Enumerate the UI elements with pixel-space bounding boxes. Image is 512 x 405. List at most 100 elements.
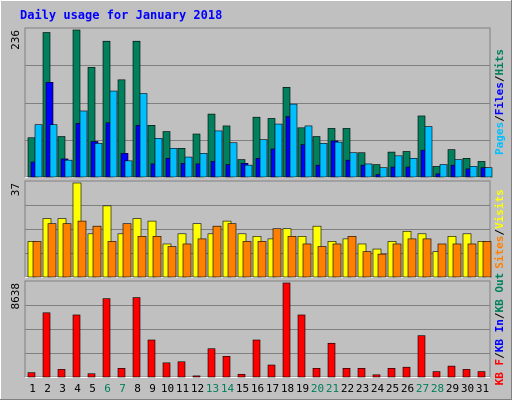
legend-entry: Visits	[493, 189, 506, 229]
bar-kbytes-day-6	[102, 298, 111, 378]
panel-hits: 236	[9, 27, 493, 178]
x-tick-label: 1	[29, 382, 36, 395]
bar-pages-day-8	[139, 93, 148, 178]
bar-pages-day-29	[454, 159, 463, 178]
x-tick-label: 5	[89, 382, 96, 395]
bar-kbytes-day-30	[462, 369, 471, 378]
bar-sites-day-7	[122, 223, 132, 278]
legend-entry: /	[493, 229, 506, 236]
x-tick-label: 10	[161, 382, 174, 395]
bar-kbytes-day-7	[117, 367, 126, 378]
bar-sites-day-28	[437, 243, 447, 278]
bar-sites-day-31	[482, 241, 492, 278]
legend-hits: Pages/Files/Hits	[493, 49, 506, 155]
x-tick-label: 17	[266, 382, 279, 395]
bar-sites-day-25	[392, 243, 402, 278]
x-tick-label: 6	[104, 382, 111, 395]
bar-sites-day-19	[302, 243, 312, 278]
bar-kbytes-day-5	[87, 373, 96, 378]
legend-entry: /	[493, 75, 506, 82]
x-tick-label: 19	[296, 382, 309, 395]
bar-kbytes-day-9	[147, 339, 156, 378]
bar-sites-day-20	[317, 246, 327, 278]
bar-pages-day-21	[334, 141, 343, 178]
bar-pages-day-24	[379, 167, 388, 178]
bar-sites-day-13	[212, 225, 222, 278]
legend-entry: KB Out	[493, 273, 506, 313]
bar-pages-day-23	[364, 163, 373, 178]
bar-pages-day-26	[409, 158, 418, 178]
bar-kbytes-day-28	[432, 371, 441, 378]
x-tick-label: 9	[149, 382, 156, 395]
bar-pages-day-20	[319, 143, 328, 178]
bar-pages-day-3	[64, 159, 73, 178]
bar-sites-day-22	[347, 236, 357, 278]
bar-pages-day-17	[274, 123, 283, 178]
bar-kbytes-day-13	[207, 348, 216, 378]
bar-pages-day-22	[349, 152, 358, 178]
legend-entry: KB In	[493, 319, 506, 352]
bar-kbytes-day-25	[387, 367, 396, 378]
bar-sites-day-18	[287, 236, 297, 278]
bar-kbytes-day-14	[222, 356, 231, 378]
bar-pages-day-4	[79, 110, 88, 178]
bar-kbytes-day-31	[477, 371, 486, 378]
bar-pages-day-12	[199, 153, 208, 178]
x-tick-label: 31	[476, 382, 489, 395]
x-tick-label: 29	[446, 382, 459, 395]
bar-kbytes-day-27	[417, 335, 426, 378]
bar-pages-day-11	[184, 156, 193, 178]
x-tick-label: 22	[341, 382, 354, 395]
panel-visits: 37	[9, 180, 492, 278]
x-tick-label: 7	[119, 382, 126, 395]
bar-sites-day-10	[167, 246, 177, 278]
bar-sites-day-27	[422, 238, 432, 278]
x-tick-label: 24	[371, 382, 385, 395]
bar-kbytes-day-18	[282, 282, 291, 378]
bar-pages-day-1	[34, 124, 43, 178]
x-tick-label: 3	[59, 382, 66, 395]
bar-sites-day-2	[47, 223, 57, 278]
bar-kbytes-day-8	[132, 297, 141, 378]
bar-sites-day-3	[62, 223, 72, 278]
y-max-label: 37	[9, 183, 22, 196]
bar-kbytes-day-22	[342, 367, 351, 378]
legend-entry: Hits	[493, 49, 506, 76]
bar-sites-day-21	[332, 243, 342, 278]
bar-pages-day-2	[49, 124, 58, 178]
x-tick-label: 12	[191, 382, 204, 395]
legend-visits: Sites/Visits	[493, 189, 506, 269]
x-tick-label: 4	[74, 382, 81, 395]
panel-kbytes: 8638	[9, 280, 491, 378]
x-tick-label: 14	[221, 382, 235, 395]
x-tick-label: 16	[251, 382, 264, 395]
bar-pages-day-30	[469, 166, 478, 178]
x-tick-label: 11	[176, 382, 189, 395]
panels-layer: 236 37 8638	[9, 27, 493, 378]
bar-sites-day-24	[377, 253, 387, 278]
chart-title: Daily usage for January 2018	[20, 8, 222, 22]
y-max-label: 8638	[9, 283, 22, 310]
bar-pages-day-18	[289, 103, 298, 178]
bar-kbytes-day-4	[72, 314, 81, 378]
bar-pages-day-13	[214, 130, 223, 178]
bar-kbytes-day-24	[372, 374, 381, 378]
bar-kbytes-day-15	[237, 373, 246, 378]
bar-pages-day-14	[229, 142, 238, 178]
bar-sites-day-11	[182, 243, 192, 278]
bar-sites-day-5	[92, 225, 102, 278]
bar-pages-day-27	[424, 126, 433, 178]
bar-pages-day-10	[169, 148, 178, 178]
x-tick-label: 25	[386, 382, 399, 395]
x-tick-label: 8	[134, 382, 141, 395]
bar-pages-day-15	[244, 164, 253, 178]
x-tick-label: 27	[416, 382, 429, 395]
x-tick-label: 13	[206, 382, 219, 395]
legend-entry: /	[493, 352, 506, 359]
x-tick-label: 23	[356, 382, 369, 395]
bar-kbytes-day-23	[357, 367, 366, 378]
x-tick-label: 15	[236, 382, 249, 395]
